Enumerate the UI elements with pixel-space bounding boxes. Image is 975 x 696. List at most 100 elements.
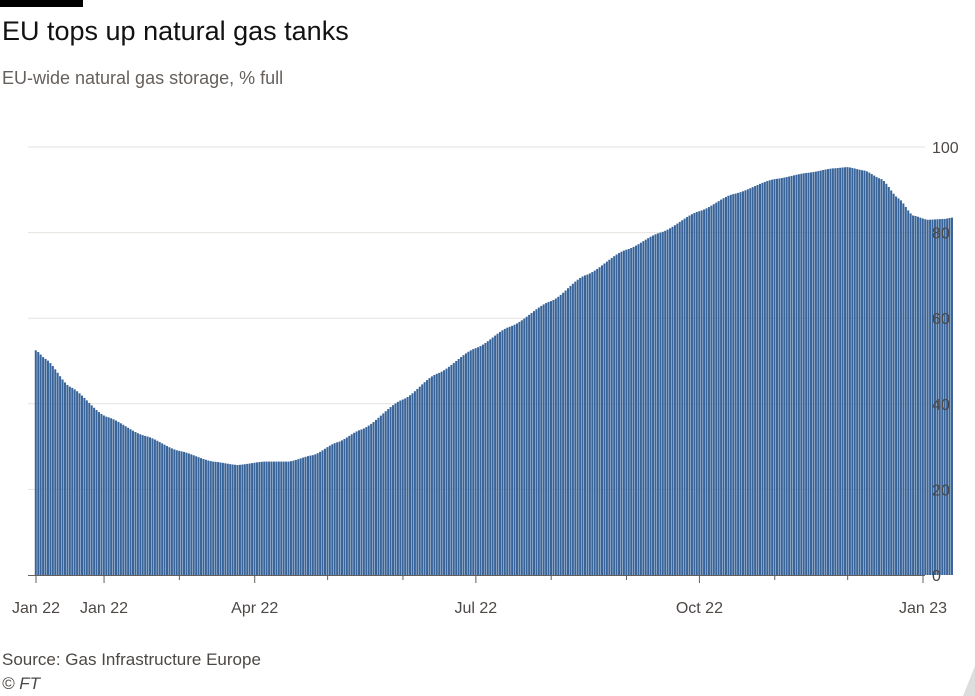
bar: [187, 453, 190, 575]
bar: [418, 386, 421, 575]
gas-storage-chart: 0 20 40 60 80 100 Jan 22 Jan 22 Apr 22 Jul 22 Oct…: [12, 140, 959, 617]
bar: [192, 455, 195, 575]
bar: [462, 355, 465, 575]
bar: [416, 388, 419, 575]
bar: [588, 273, 591, 575]
bar: [170, 448, 173, 575]
bar: [686, 217, 689, 575]
bar: [907, 210, 910, 575]
bar: [788, 176, 791, 575]
bar: [805, 172, 808, 575]
bar: [248, 463, 251, 575]
bar: [895, 196, 898, 575]
chart-title: EU tops up natural gas tanks: [2, 16, 349, 46]
bar: [727, 195, 730, 575]
bar: [243, 464, 246, 575]
bar: [289, 461, 292, 575]
bar: [948, 218, 951, 575]
bar: [350, 434, 353, 575]
bar: [464, 353, 467, 575]
bar: [564, 290, 567, 575]
bar: [503, 328, 506, 575]
bar: [525, 316, 528, 575]
bar: [474, 348, 477, 575]
bar: [904, 206, 907, 576]
bar: [88, 402, 91, 575]
bar: [571, 283, 574, 575]
bar: [773, 179, 776, 575]
bar: [856, 169, 859, 575]
bar: [102, 415, 105, 575]
bar: [127, 427, 130, 575]
bar: [921, 218, 924, 575]
bar: [929, 219, 932, 575]
bar: [892, 193, 895, 575]
bar: [399, 400, 402, 575]
bar: [690, 214, 693, 575]
bar: [238, 464, 241, 575]
bar: [275, 461, 278, 575]
bar: [746, 189, 749, 576]
bar: [654, 234, 657, 576]
bar: [695, 211, 698, 575]
bar: [613, 256, 616, 575]
bar: [596, 268, 599, 575]
bar: [661, 231, 664, 575]
bar: [472, 349, 475, 575]
bar: [625, 249, 628, 575]
bar: [384, 411, 387, 575]
bar: [829, 168, 832, 576]
bar: [824, 169, 827, 575]
bar: [355, 431, 358, 575]
bar: [885, 183, 888, 575]
bar: [844, 167, 847, 575]
bar: [302, 457, 305, 575]
bar: [151, 438, 154, 575]
bar: [540, 305, 543, 575]
bar: [863, 170, 866, 575]
bar: [141, 435, 144, 575]
bar: [56, 372, 59, 575]
y-tick-label: 20: [932, 482, 950, 499]
bar: [59, 376, 62, 575]
y-axis-labels: 0 20 40 60 80 100: [932, 140, 959, 585]
x-axis-labels: Jan 22 Jan 22 Apr 22 Jul 22 Oct 22 Jan 23: [12, 600, 947, 617]
bar: [76, 391, 79, 575]
y-tick-label: 80: [932, 226, 950, 243]
bar: [491, 337, 494, 575]
bar: [778, 178, 781, 575]
bar: [603, 263, 606, 575]
bar: [744, 190, 747, 575]
bar: [333, 443, 336, 575]
bar: [124, 426, 127, 575]
bar: [649, 236, 652, 575]
bar: [217, 462, 220, 575]
bar: [574, 281, 577, 575]
bar: [404, 398, 407, 575]
bar: [467, 351, 470, 575]
bar: [131, 430, 135, 575]
bar: [438, 372, 441, 575]
bar: [916, 216, 919, 575]
bar: [93, 407, 96, 575]
bar: [297, 459, 300, 575]
bar: [537, 307, 540, 575]
bar: [766, 181, 769, 575]
bar: [401, 399, 404, 575]
bar: [73, 389, 76, 575]
bar: [712, 204, 715, 575]
bar: [309, 455, 312, 575]
bar: [717, 201, 720, 575]
bar: [851, 167, 854, 575]
bar: [411, 393, 414, 575]
bar: [90, 405, 93, 575]
bar: [367, 425, 370, 575]
bar: [489, 339, 492, 575]
bar: [66, 384, 69, 575]
bar: [797, 174, 800, 576]
bar: [882, 181, 885, 575]
bar: [576, 279, 579, 575]
bars: [34, 167, 953, 576]
bar: [409, 395, 412, 575]
bar: [897, 198, 900, 576]
